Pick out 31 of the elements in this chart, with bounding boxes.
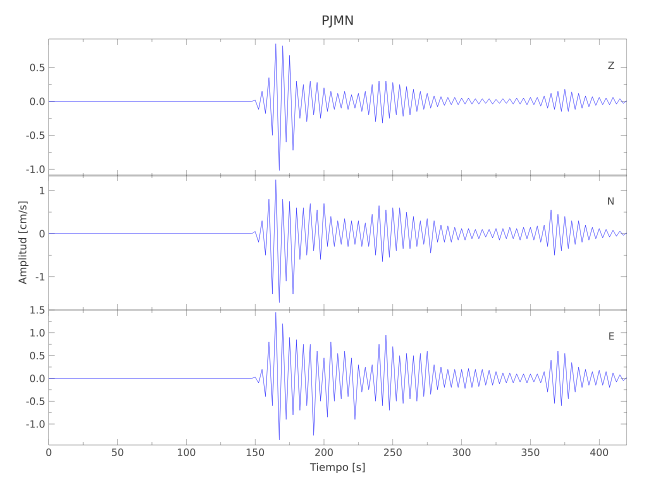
y-axis-title: Amplitud [cm/s]: [18, 202, 28, 284]
x-tick-label: 250: [384, 448, 402, 456]
line-series: [48, 312, 627, 440]
x-tick-label: 200: [315, 448, 333, 456]
y-tick-label: -1.0: [26, 420, 45, 428]
x-tick-label: 100: [178, 448, 196, 456]
y-tick-label: -1.0: [26, 165, 45, 173]
y-tick-label: 0: [40, 230, 45, 238]
annotation: N: [608, 197, 614, 205]
y-tick-label: 0.5: [30, 64, 44, 72]
x-tick-label: 150: [246, 448, 264, 456]
line-series: [48, 44, 627, 171]
x-tick-label: 350: [522, 448, 540, 456]
x-tick-label: 50: [112, 448, 124, 456]
y-tick-label: -1: [36, 273, 44, 280]
chart-title: PJMN: [322, 15, 353, 28]
y-tick-label: 0.0: [30, 98, 45, 106]
line-series: [48, 180, 627, 303]
y-tick-label: -0.5: [26, 132, 44, 140]
y-tick-label: 1.0: [30, 329, 45, 337]
y-tick-label: 1: [40, 186, 44, 194]
y-tick-label: 1.5: [30, 306, 44, 314]
annotation: Z: [608, 62, 614, 69]
x-axis-title: Tiempo [s]: [310, 462, 365, 474]
y-tick-label: -0.5: [26, 397, 44, 405]
annotation: E: [609, 332, 614, 340]
x-tick-label: 0: [46, 448, 52, 456]
y-tick-label: 0.5: [30, 352, 44, 360]
x-tick-label: 300: [452, 448, 470, 456]
x-tick-label: 400: [590, 448, 608, 456]
y-tick-label: 0.0: [30, 374, 45, 382]
